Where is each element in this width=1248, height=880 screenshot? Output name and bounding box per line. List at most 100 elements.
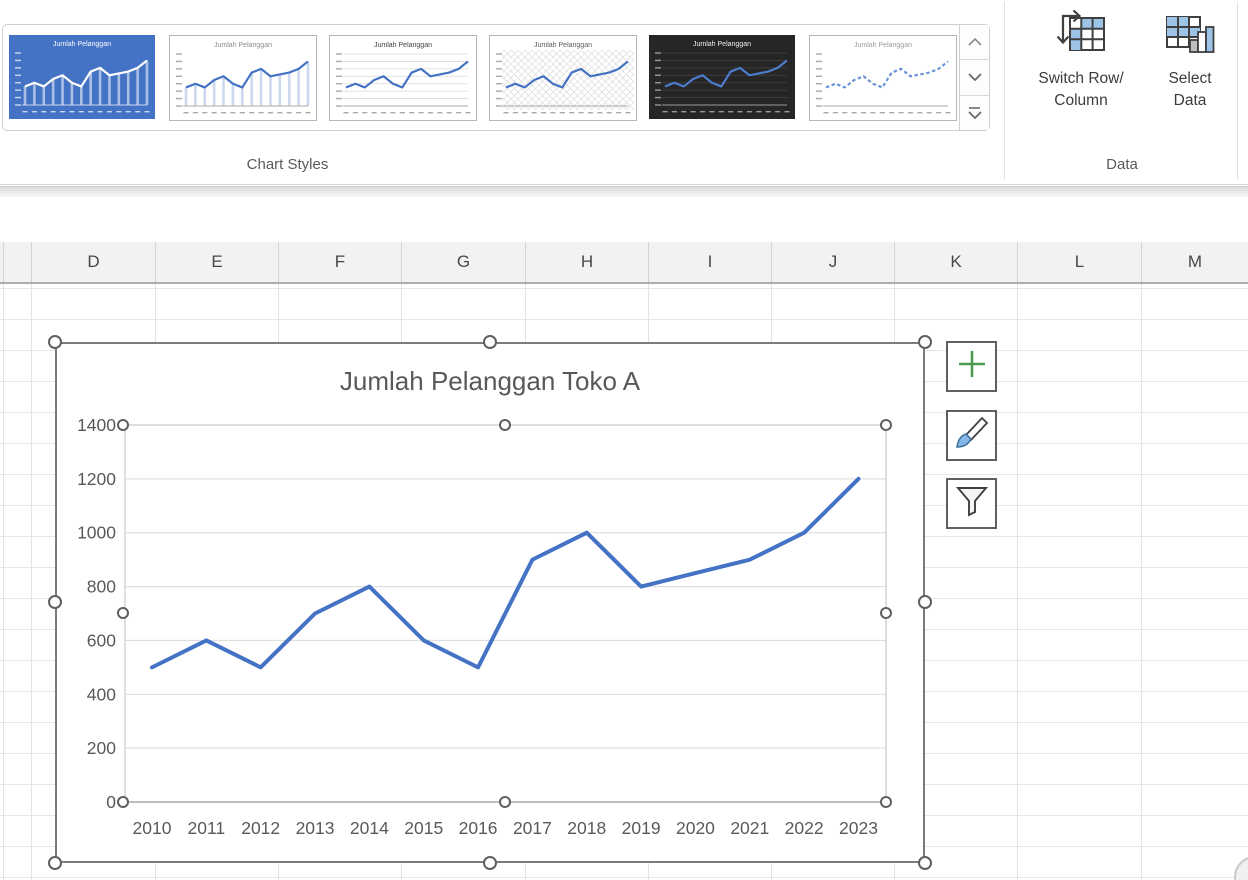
chart-style-thumbnail-style-dashed[interactable]: Jumlah Pelanggan (809, 35, 957, 121)
select-data-button[interactable]: Select Data (1150, 8, 1230, 115)
svg-text:2018: 2018 (567, 818, 606, 838)
plot-area-selection-handle[interactable] (880, 607, 892, 619)
svg-text:1200: 1200 (77, 469, 116, 489)
chart-style-thumbnail-style-drop-lines[interactable]: Jumlah Pelanggan (169, 35, 317, 121)
chart-selection-handle[interactable] (918, 856, 932, 870)
column-header-G[interactable]: G (401, 242, 525, 282)
chart-selection-handle[interactable] (48, 335, 62, 349)
thumbnail-preview: Jumlah Pelanggan (9, 35, 155, 119)
chart-selection-handle[interactable] (918, 335, 932, 349)
switch-row-column-label: Switch Row/ Column (1038, 70, 1124, 110)
plot-area-selection-handle[interactable] (117, 607, 129, 619)
chart-selection-handle[interactable] (48, 856, 62, 870)
ribbon-shadow (0, 186, 1248, 197)
chart-styles-button[interactable] (946, 410, 997, 461)
svg-text:2015: 2015 (404, 818, 443, 838)
funnel-icon (954, 483, 990, 524)
chart-styles-group-label: Chart Styles (246, 156, 329, 173)
ribbon-chart-design-tab: Jumlah Pelanggan Jumlah Pelanggan Jumlah P… (0, 0, 1248, 185)
gallery-scroll-up-button[interactable] (960, 25, 989, 60)
svg-text:800: 800 (87, 577, 116, 597)
thumbnail-preview: Jumlah Pelanggan (490, 36, 636, 120)
gallery-more-button[interactable] (960, 94, 989, 130)
gallery-scrollbar (959, 25, 989, 130)
column-header-M[interactable]: M (1141, 242, 1248, 282)
svg-text:2012: 2012 (241, 818, 280, 838)
column-header-L[interactable]: L (1017, 242, 1141, 282)
chart-style-thumbnail-style-dark[interactable]: Jumlah Pelanggan (649, 35, 797, 121)
svg-text:2013: 2013 (296, 818, 335, 838)
chevron-down-icon (967, 68, 982, 86)
gridline (1017, 284, 1018, 880)
svg-text:0: 0 (106, 792, 116, 812)
touch-handle-blob (1234, 856, 1248, 880)
svg-text:2023: 2023 (839, 818, 878, 838)
svg-text:2010: 2010 (133, 818, 172, 838)
table-swap-arrow-icon (1055, 9, 1107, 63)
chart-title[interactable]: Jumlah Pelanggan Toko A (339, 366, 641, 396)
column-header-partial[interactable] (3, 242, 31, 282)
chart-selection-handle[interactable] (483, 856, 497, 870)
svg-text:2014: 2014 (350, 818, 389, 838)
column-header-J[interactable]: J (771, 242, 894, 282)
column-header-D[interactable]: D (31, 242, 155, 282)
ribbon-group-separator (1004, 2, 1005, 180)
table-bars-icon (1165, 10, 1215, 63)
svg-text:Jumlah Pelanggan: Jumlah Pelanggan (53, 41, 111, 48)
data-group-label: Data (1106, 156, 1138, 173)
chart-style-thumbnail-style-blue-fill[interactable]: Jumlah Pelanggan (9, 35, 157, 121)
svg-text:2016: 2016 (459, 818, 498, 838)
svg-text:Jumlah Pelanggan: Jumlah Pelanggan (534, 42, 592, 49)
switch-row-column-button[interactable]: Switch Row/ Column (1012, 8, 1150, 115)
thumbnail-preview: Jumlah Pelanggan (649, 35, 795, 119)
chart-selection-handle[interactable] (918, 595, 932, 609)
plot-area-selection-handle[interactable] (880, 419, 892, 431)
svg-text:2017: 2017 (513, 818, 552, 838)
column-header-E[interactable]: E (155, 242, 278, 282)
chart-filters-button[interactable] (946, 478, 997, 529)
brush-icon (954, 415, 990, 456)
svg-text:2011: 2011 (188, 818, 226, 838)
column-header-H[interactable]: H (525, 242, 648, 282)
gridline (0, 319, 1248, 320)
thumbnail-preview: Jumlah Pelanggan (810, 36, 956, 120)
column-header-F[interactable]: F (278, 242, 401, 282)
plot-area-selection-handle[interactable] (880, 796, 892, 808)
chart-selection-handle[interactable] (483, 335, 497, 349)
plot-area-selection-handle[interactable] (117, 796, 129, 808)
thumbnail-preview: Jumlah Pelanggan (330, 36, 476, 120)
svg-text:Jumlah Pelanggan: Jumlah Pelanggan (693, 41, 751, 48)
gallery-scroll-down-button[interactable] (960, 59, 989, 95)
ribbon-group-separator (1237, 2, 1238, 180)
plus-icon (956, 348, 988, 385)
svg-text:Jumlah Pelanggan: Jumlah Pelanggan (854, 42, 912, 49)
select-data-label: Select Data (1168, 70, 1212, 110)
gridline (0, 877, 1248, 878)
line-chart[interactable]: Jumlah Pelanggan Toko A 1400 1200 1000 800 6… (55, 342, 925, 863)
chart-style-thumbnail-style-hatched[interactable]: Jumlah Pelanggan (489, 35, 637, 121)
chart-styles-gallery: Jumlah Pelanggan Jumlah Pelanggan Jumlah P… (2, 24, 990, 131)
chevron-up-icon (967, 33, 982, 51)
chart-style-thumbnail-style-gridlines[interactable]: Jumlah Pelanggan (329, 35, 477, 121)
svg-text:2021: 2021 (730, 818, 769, 838)
chart-elements-button[interactable] (946, 341, 997, 392)
svg-text:2022: 2022 (785, 818, 824, 838)
chevron-more-icon (967, 106, 982, 119)
svg-text:1400: 1400 (77, 415, 116, 435)
svg-text:1000: 1000 (77, 523, 116, 543)
chart-plot-area[interactable]: 1400 1200 1000 800 600 400 200 0 2010 2011 2012 201… (57, 344, 923, 866)
column-header-K[interactable]: K (894, 242, 1017, 282)
plot-area-selection-handle[interactable] (499, 419, 511, 431)
chart-selection-handle[interactable] (48, 595, 62, 609)
column-header-I[interactable]: I (648, 242, 771, 282)
svg-text:200: 200 (87, 738, 116, 758)
gridline (1141, 284, 1142, 880)
svg-text:Jumlah Pelanggan: Jumlah Pelanggan (214, 42, 272, 49)
svg-text:2019: 2019 (622, 818, 661, 838)
svg-text:2020: 2020 (676, 818, 715, 838)
gridline (31, 284, 32, 880)
plot-area-selection-handle[interactable] (499, 796, 511, 808)
plot-area-selection-handle[interactable] (117, 419, 129, 431)
thumbnail-preview: Jumlah Pelanggan (170, 36, 316, 120)
